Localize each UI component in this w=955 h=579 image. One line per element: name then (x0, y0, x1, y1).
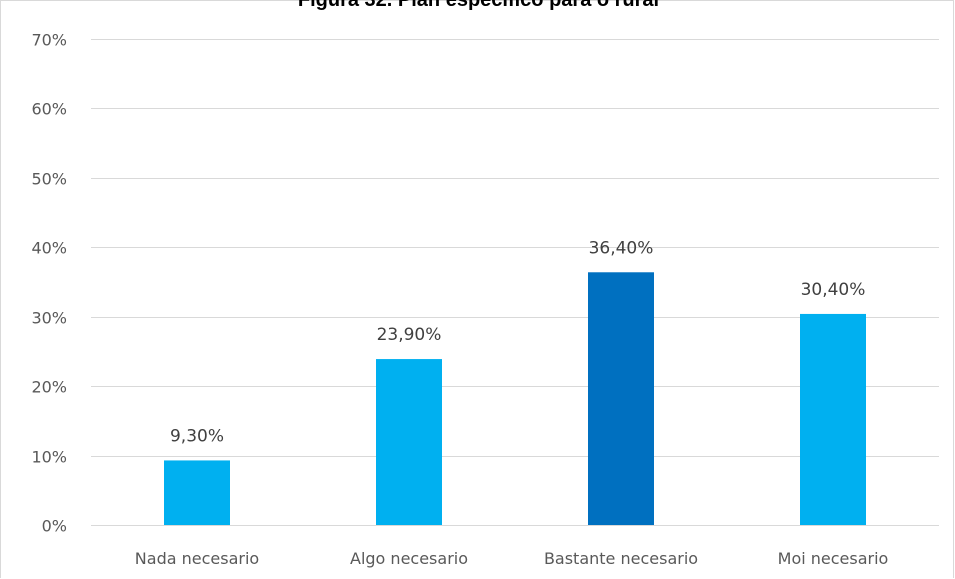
grid-layer (91, 39, 939, 526)
y-tick-label: 40% (31, 239, 67, 258)
data-label: 23,90% (377, 325, 442, 345)
x-tick-label: Bastante necesario (544, 549, 698, 568)
y-tick-label: 60% (31, 100, 67, 119)
x-tick-label: Moi necesario (778, 549, 889, 568)
bar-1 (164, 460, 230, 525)
y-tick-label: 70% (31, 31, 67, 50)
chart-title: Figura 32. Plan específico para o rural (297, 0, 660, 11)
y-tick-label: 0% (42, 517, 67, 536)
y-tick-label: 20% (31, 378, 67, 397)
bar-3 (588, 272, 654, 525)
x-tick-label: Nada necesario (135, 549, 259, 568)
data-labels: 9,30% 23,90% 36,40% 30,40% (170, 238, 865, 446)
data-label: 30,40% (801, 280, 866, 300)
bar-4 (800, 313, 866, 525)
x-tick-label: Algo necesario (350, 549, 468, 568)
bars (164, 272, 866, 525)
y-tick-label: 50% (31, 170, 67, 189)
x-axis-ticks: Nada necesario Algo necesario Bastante nec… (135, 549, 889, 568)
y-tick-label: 10% (31, 448, 67, 467)
y-tick-label: 30% (31, 309, 67, 328)
data-label: 9,30% (170, 426, 224, 446)
bar-2 (376, 359, 442, 525)
y-axis-ticks: 0% 10% 20% 30% 40% 50% 60% 70% (31, 31, 67, 536)
data-label: 36,40% (589, 238, 654, 258)
